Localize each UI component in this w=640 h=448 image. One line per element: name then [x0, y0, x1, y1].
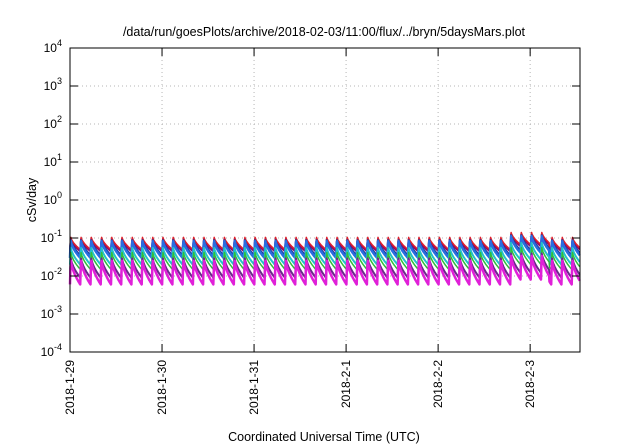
- y-tick-label: 10-4: [41, 342, 62, 359]
- y-tick-label: 103: [44, 76, 62, 93]
- x-tick-label: 2018-1-29: [63, 360, 77, 415]
- data-series-line: [68, 254, 581, 286]
- y-tick-label: 10-2: [41, 266, 62, 283]
- data-series-line: [69, 233, 581, 253]
- chart-title: /data/run/goesPlots/archive/2018-02-03/1…: [123, 25, 526, 39]
- x-tick-label: 2018-2-2: [431, 360, 445, 408]
- series-layer: [68, 231, 581, 286]
- data-series-line: [69, 241, 581, 266]
- y-axis-label: cSv/day: [25, 177, 39, 222]
- ticks: [69, 47, 580, 353]
- y-tick-label: 10-3: [41, 304, 62, 321]
- y-tick-label: 100: [44, 190, 62, 207]
- y-tick-label: 101: [44, 152, 62, 169]
- x-tick-label: 2018-1-31: [247, 360, 261, 415]
- y-tick-label: 102: [44, 114, 62, 131]
- data-series-line: [69, 231, 581, 251]
- x-tick-label: 2018-1-30: [155, 360, 169, 415]
- y-tick-labels: 10-4 10-3 10-2 10-1 100 101 102 103 104: [41, 38, 62, 359]
- grid: [69, 48, 580, 352]
- x-tick-labels: 2018-1-29 2018-1-30 2018-1-31 2018-2-1 2018-…: [63, 360, 537, 415]
- x-tick-label: 2018-2-1: [339, 360, 353, 408]
- x-axis-label: Coordinated Universal Time (UTC): [228, 430, 420, 444]
- x-tick-label: 2018-2-3: [523, 360, 537, 408]
- data-series-line: [68, 234, 581, 260]
- y-tick-label: 104: [44, 38, 62, 55]
- data-series-line: [69, 246, 581, 271]
- y-tick-label: 10-1: [41, 228, 62, 245]
